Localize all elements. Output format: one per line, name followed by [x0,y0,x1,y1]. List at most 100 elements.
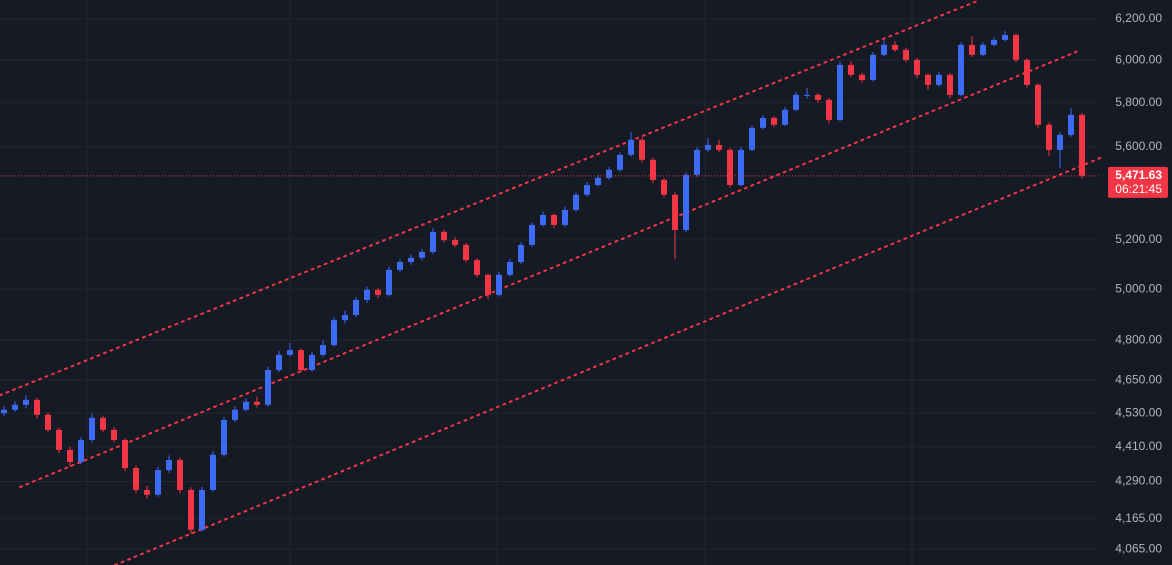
candle-body [859,74,865,80]
candle-body [419,251,425,258]
trendline [18,50,1078,489]
candle-body [518,244,524,263]
candle-body [243,401,249,410]
candle-body [694,149,700,175]
candle-body [342,314,348,321]
candle-body [166,459,172,471]
candle-body [683,174,689,230]
y-tick-label: 5,800.00 [1115,95,1162,109]
candle-body [408,257,414,263]
candle-body [672,194,678,230]
candle-body [617,154,623,170]
candle-body [287,350,293,355]
candle-body [386,269,392,295]
candle-body [78,440,84,463]
candle-body [1046,124,1052,150]
candle-body [265,370,271,405]
candle-body [716,144,722,150]
candle-body [705,144,711,150]
candle-body [573,194,579,210]
candle-body [903,49,909,60]
y-tick-label: 5,000.00 [1115,281,1162,295]
candle-body [23,399,29,405]
candle-body [529,224,535,245]
candle-body [56,429,62,450]
y-tick-label: 6,200.00 [1115,11,1162,25]
candle-body [661,179,667,195]
candle-body [1013,35,1019,60]
candle-body [914,59,920,75]
trendline [0,0,981,397]
y-tick-label: 4,165.00 [1115,511,1162,525]
candle-body [221,420,227,455]
candle-body [199,489,205,530]
candle-body [540,214,546,225]
countdown-label: 06:21:45 [1115,182,1162,196]
y-tick-label: 6,000.00 [1115,52,1162,66]
candle-body [375,289,381,295]
candle-body [958,44,964,95]
candle-body [474,260,480,275]
candle-body [595,177,601,186]
candle-body [826,99,832,120]
y-tick-label: 5,200.00 [1115,232,1162,246]
candle-body [639,139,645,160]
y-tick-label: 4,800.00 [1115,333,1162,347]
candle-body [1035,84,1041,125]
candle-body [782,109,788,125]
candle-body [606,169,612,178]
candle-body [562,209,568,225]
y-tick-label: 4,290.00 [1115,474,1162,488]
candle-body [276,354,282,371]
candle-body [947,74,953,95]
candle-body [463,244,469,261]
candle-body [177,459,183,490]
candle-body [848,64,854,75]
candle-body [1079,114,1085,176]
candle-body [793,94,799,110]
candle-body [980,44,986,55]
candle-body [936,74,942,85]
candle-body [320,345,326,355]
candle-body [738,149,744,186]
candle-body [353,299,359,315]
candle-body [485,274,491,295]
candle-body [144,489,150,495]
candle-body [430,231,436,252]
candle-body [331,320,337,346]
candle-body [650,159,656,180]
candle-body [749,127,755,150]
candle-body [727,149,733,186]
candle-body [837,64,843,120]
candle-body [584,185,590,195]
candle-body [298,350,304,371]
candle-body [309,354,315,371]
trendline [114,155,1104,565]
candle-body [441,231,447,241]
candle-body [452,240,458,245]
y-tick-label: 4,650.00 [1115,372,1162,386]
y-tick-label: 5,600.00 [1115,139,1162,153]
candle-body [507,262,513,275]
candle-body [771,117,777,125]
candle-body [1,409,7,414]
candle-body [210,454,216,490]
candle-body [892,44,898,50]
y-tick-label: 4,530.00 [1115,405,1162,419]
candle-body [969,44,975,55]
candle-body [122,440,128,469]
candle-body [155,470,161,495]
y-tick-label: 4,065.00 [1115,541,1162,555]
candle-body [100,417,106,430]
price-tag [1108,166,1168,198]
candle-body [804,94,810,96]
candle-body [870,54,876,80]
candle-body [133,468,139,490]
candle-body [551,214,557,225]
candle-body [925,74,931,85]
candle-body [254,401,260,405]
candle-body [188,489,194,530]
